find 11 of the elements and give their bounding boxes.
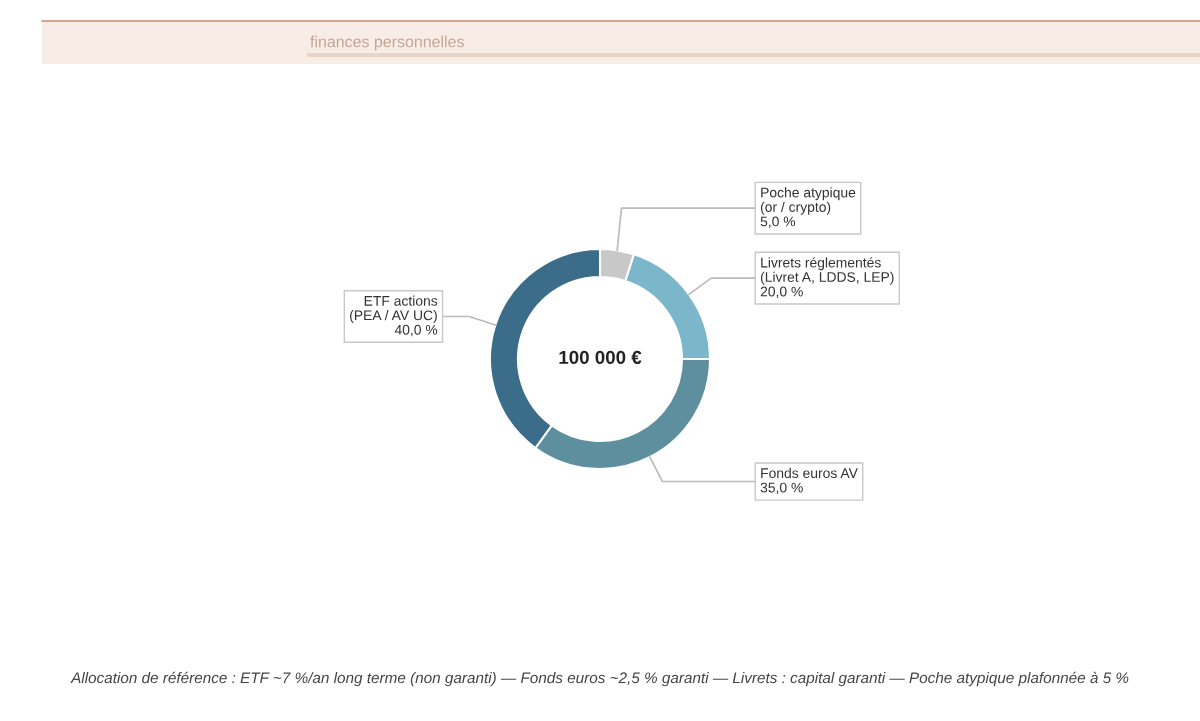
chart-subtitle: finances personnelles [310, 35, 464, 51]
slice-label: Poche atypique (or / crypto) [760, 187, 856, 215]
slice-label: ETF actions (PEA / AV UC) [350, 295, 438, 323]
text: Allocation de référence : ETF ~7 %/an long terme (non garanti) — Fonds euros ~2,5 % garanti — Livrets : capital garanti — Poche atypique plafonnée à 5 % [70, 671, 1129, 687]
data-label: 40,0 % [394, 324, 438, 337]
text: 100 000 € [559, 350, 642, 365]
data-label: 20,0 % [760, 286, 803, 299]
slice-label: Livrets réglementés (Livret A, LDDS, LEP) [760, 257, 894, 285]
data-label: 35,0 % [760, 482, 803, 495]
slice-label: Fonds euros AV [761, 467, 858, 479]
data-label: 5,0 % [760, 216, 796, 229]
